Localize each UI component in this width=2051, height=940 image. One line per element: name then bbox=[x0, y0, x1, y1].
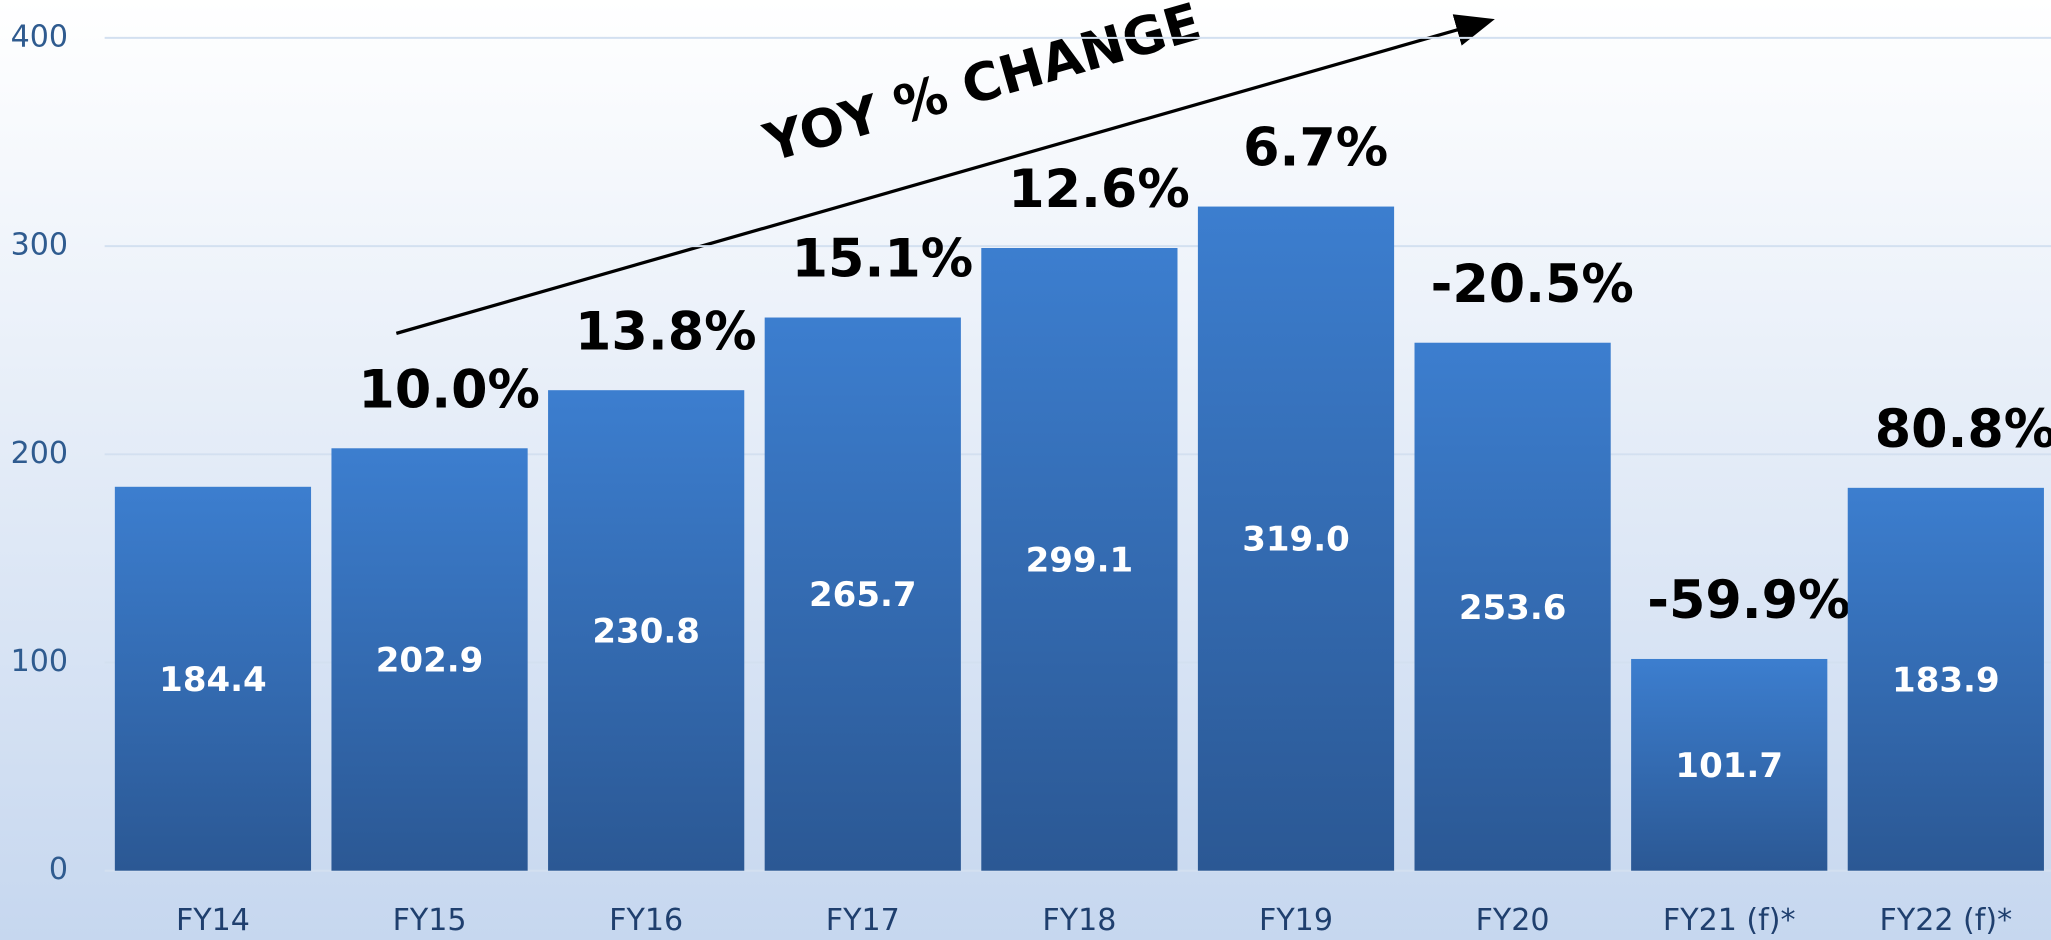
value-label: 230.8 bbox=[592, 612, 700, 652]
yoy-label: 10.0% bbox=[358, 359, 539, 420]
value-label: 202.9 bbox=[376, 641, 484, 681]
x-tick-label: FY20 bbox=[1476, 903, 1550, 938]
value-label: 299.1 bbox=[1026, 540, 1134, 580]
y-tick-label: 100 bbox=[11, 644, 68, 679]
value-label: 253.6 bbox=[1459, 588, 1567, 628]
yoy-label: 80.8% bbox=[1875, 399, 2051, 460]
yoy-label: 6.7% bbox=[1243, 118, 1388, 179]
bar bbox=[548, 390, 745, 871]
bar bbox=[764, 317, 961, 871]
y-tick-label: 400 bbox=[11, 19, 68, 54]
bar bbox=[1197, 206, 1395, 871]
bar bbox=[114, 486, 312, 871]
x-tick-label: FY17 bbox=[826, 903, 900, 938]
y-tick-label: 0 bbox=[49, 852, 68, 887]
bar bbox=[1847, 487, 2044, 871]
bar bbox=[981, 247, 1178, 871]
value-label: 265.7 bbox=[809, 575, 917, 615]
x-tick-label: FY15 bbox=[393, 903, 467, 938]
x-tick-label: FY18 bbox=[1042, 903, 1116, 938]
x-tick-label: FY19 bbox=[1259, 903, 1333, 938]
yoy-label: 15.1% bbox=[792, 229, 973, 290]
yoy-label: -59.9% bbox=[1647, 570, 1850, 631]
trend-arrow bbox=[395, 14, 1495, 335]
yoy-label: -20.5% bbox=[1431, 254, 1634, 315]
value-label: 183.9 bbox=[1892, 660, 2000, 700]
x-tick-label: FY16 bbox=[609, 903, 683, 938]
x-tick-label: FY21 (f)* bbox=[1663, 903, 1796, 938]
bar bbox=[1631, 658, 1828, 871]
bar bbox=[331, 448, 528, 871]
yoy-label: 12.6% bbox=[1008, 159, 1189, 220]
value-label: 184.4 bbox=[159, 660, 267, 700]
x-tick-label: FY14 bbox=[176, 903, 250, 938]
y-tick-label: 300 bbox=[11, 228, 68, 263]
value-label: 101.7 bbox=[1675, 746, 1783, 786]
bar bbox=[1414, 342, 1611, 871]
y-tick-label: 200 bbox=[11, 436, 68, 471]
x-tick-label: FY22 (f)* bbox=[1880, 903, 2013, 938]
yoy-label: 13.8% bbox=[575, 301, 756, 362]
value-label: 319.0 bbox=[1242, 520, 1350, 560]
